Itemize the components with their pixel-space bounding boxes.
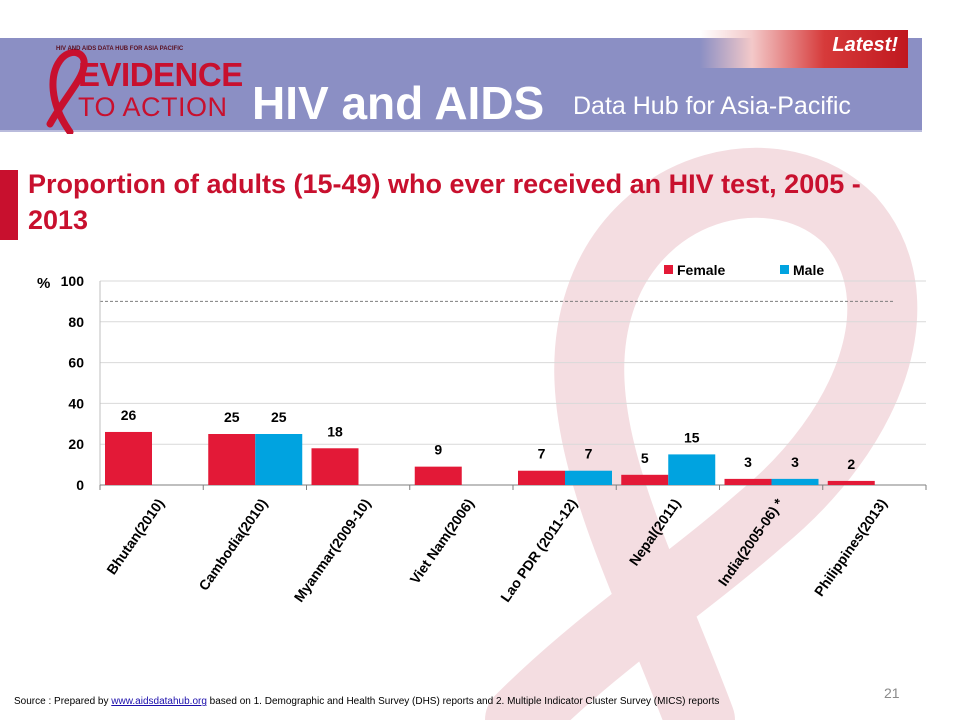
latest-banner: Latest!	[700, 30, 908, 68]
page-number: 21	[884, 685, 900, 701]
data-label: 25	[271, 409, 287, 425]
legend-swatch-female	[664, 265, 673, 274]
bar-male	[565, 470, 612, 485]
data-label: 5	[641, 450, 649, 466]
y-tick-label: 20	[68, 436, 84, 452]
data-label: 9	[434, 442, 442, 458]
y-tick-label: 0	[76, 477, 84, 493]
data-label: 7	[538, 446, 546, 462]
logo-line2: TO ACTION	[78, 92, 228, 122]
legend-label-male: Male	[793, 262, 824, 278]
x-tick-label: Myanmar(2009-10)	[291, 496, 374, 605]
y-tick-label: 60	[68, 355, 84, 371]
bar-female	[724, 478, 772, 485]
bar-male	[255, 434, 303, 485]
source-suffix: based on 1. Demographic and Health Surve…	[206, 696, 720, 707]
x-tick-label: India(2005-06) *	[715, 495, 787, 589]
x-tick-label: Viet Nam(2006)	[406, 496, 477, 587]
latest-label: Latest!	[832, 34, 898, 56]
data-label: 18	[327, 423, 343, 439]
x-tick-label: Nepal(2011)	[626, 496, 684, 569]
x-tick-label: Cambodia(2010)	[195, 496, 270, 594]
red-ribbon-icon	[46, 48, 88, 134]
logo-small-text: HIV AND AIDS DATA HUB FOR ASIA PACIFIC	[56, 46, 184, 52]
y-tick-label: 100	[61, 273, 85, 289]
bar-female	[518, 470, 565, 485]
data-label: 7	[585, 446, 593, 462]
bar-male	[668, 454, 716, 485]
bar-female	[311, 448, 359, 485]
bar-male	[771, 478, 819, 485]
bar-female	[621, 474, 669, 485]
data-label: 3	[791, 454, 799, 470]
bar-female	[414, 466, 462, 485]
data-label: 15	[684, 429, 700, 445]
y-axis-label: %	[37, 275, 50, 292]
bar-female	[827, 480, 875, 485]
legend-swatch-male	[780, 265, 789, 274]
data-label: 2	[847, 456, 855, 472]
app-title: HIV and AIDS	[252, 77, 545, 129]
x-tick-label: Philippines(2013)	[811, 496, 890, 600]
source-note: Source : Prepared by www.aidsdatahub.org…	[14, 696, 719, 707]
evidence-to-action-logo: HIV AND AIDS DATA HUB FOR ASIA PACIFIC E…	[40, 44, 243, 134]
bar-female	[208, 434, 256, 485]
legend-label-female: Female	[677, 262, 725, 278]
x-tick-label: Bhutan(2010)	[103, 496, 167, 578]
app-subtitle: Data Hub for Asia-Pacific	[573, 92, 851, 120]
source-prefix: Source : Prepared by	[14, 696, 112, 707]
bar-female	[105, 431, 152, 485]
data-label: 3	[744, 454, 752, 470]
y-tick-label: 80	[68, 314, 84, 330]
y-tick-label: 40	[68, 395, 84, 411]
x-tick-label: Lao PDR (2011-12)	[497, 496, 580, 605]
data-label: 26	[121, 407, 137, 423]
logo-line1: EVIDENCE	[78, 56, 243, 93]
source-link[interactable]: www.aidsdatahub.org	[111, 696, 207, 707]
title-accent-bar	[0, 170, 18, 240]
data-label: 25	[224, 409, 240, 425]
slide-title: Proportion of adults (15-49) who ever re…	[28, 169, 861, 235]
